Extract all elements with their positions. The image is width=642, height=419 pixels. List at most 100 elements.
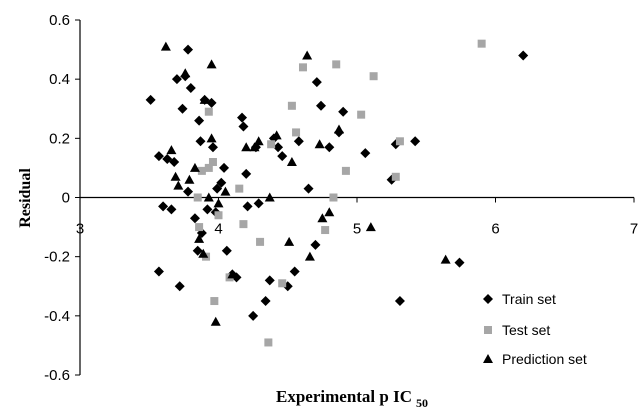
data-point-prediction <box>241 142 252 152</box>
data-point-train <box>153 151 164 162</box>
legend-item-test: Test set <box>484 322 550 338</box>
legend-label-test: Test set <box>502 322 550 338</box>
data-point-prediction <box>203 192 214 202</box>
data-point-prediction <box>180 68 191 78</box>
data-point-train <box>212 183 223 194</box>
data-point-train <box>315 100 326 111</box>
data-point-test <box>193 193 202 202</box>
data-point-train <box>241 168 252 179</box>
data-point-test <box>235 184 244 193</box>
data-point-train <box>237 112 248 123</box>
data-point-test <box>214 211 223 220</box>
data-point-test <box>267 140 276 149</box>
data-point-prediction <box>220 186 231 196</box>
data-point-prediction <box>198 248 209 258</box>
legend-item-train: Train set <box>483 291 556 307</box>
data-point-prediction <box>170 171 181 181</box>
data-point-train <box>289 266 300 277</box>
data-point-test <box>256 237 265 246</box>
data-point-test <box>292 128 301 137</box>
data-point-prediction <box>440 254 451 264</box>
x-tick-label: 5 <box>353 221 361 238</box>
data-point-prediction <box>284 236 295 246</box>
data-point-prediction <box>286 157 297 166</box>
data-point-prediction <box>210 316 221 326</box>
y-tick-label: -0.2 <box>44 249 70 266</box>
data-point-train <box>277 151 288 162</box>
data-point-train <box>324 142 335 153</box>
data-point-train <box>171 74 182 85</box>
data-point-train <box>195 136 206 147</box>
data-point-prediction <box>213 198 224 208</box>
data-point-test <box>391 172 400 181</box>
data-point-train <box>166 204 177 215</box>
data-point-test <box>369 72 378 81</box>
data-points <box>145 39 529 347</box>
data-point-train <box>174 281 185 292</box>
data-point-train <box>310 239 321 250</box>
data-point-train <box>394 296 405 307</box>
data-point-test <box>208 158 217 166</box>
data-point-train <box>158 201 169 212</box>
data-point-test <box>264 338 273 347</box>
data-point-test <box>341 166 350 175</box>
axes <box>75 19 635 376</box>
x-tick-label: 4 <box>214 221 222 238</box>
data-point-prediction <box>166 145 177 155</box>
data-point-train <box>219 162 230 173</box>
data-point-test <box>332 60 341 69</box>
data-point-train <box>454 257 465 268</box>
x-axis-title: Experimental p IC 50 <box>276 387 428 410</box>
data-point-train <box>206 97 217 108</box>
data-point-prediction <box>264 192 275 202</box>
data-point-train <box>202 204 213 215</box>
data-point-train <box>242 201 253 212</box>
data-point-test <box>210 297 219 306</box>
data-point-train <box>338 106 349 117</box>
data-point-train <box>169 157 180 167</box>
x-axis-title-main: Experimental p IC <box>276 387 412 406</box>
data-point-train <box>303 183 314 194</box>
data-point-prediction <box>365 222 376 232</box>
x-axis-title-subscript: 50 <box>416 396 428 410</box>
data-point-prediction <box>253 136 264 146</box>
data-point-train <box>253 198 264 209</box>
data-point-test <box>329 193 338 202</box>
data-point-test <box>204 163 213 172</box>
data-point-test <box>197 166 206 175</box>
data-point-prediction <box>302 50 313 60</box>
data-point-prediction <box>227 269 238 279</box>
data-point-prediction <box>324 207 335 217</box>
tick-labels: 0.6 0.4 0.2 0 -0.2 -0.4 -0.6 3 4 5 6 7 <box>44 12 638 384</box>
legend-marker-prediction <box>483 354 493 363</box>
data-point-prediction <box>194 233 205 243</box>
data-point-test <box>195 223 204 232</box>
data-point-test <box>357 110 366 119</box>
y-tick-label: 0.4 <box>49 71 70 88</box>
legend-marker-train <box>483 294 493 304</box>
data-point-train <box>153 266 164 277</box>
data-point-train <box>194 115 205 126</box>
y-tick-label: -0.6 <box>44 367 70 384</box>
data-point-prediction <box>206 59 217 69</box>
data-point-train <box>264 275 275 286</box>
data-point-train <box>177 103 188 114</box>
data-point-train <box>238 121 249 132</box>
data-point-test <box>321 226 330 235</box>
data-point-prediction <box>206 133 217 143</box>
data-point-test <box>395 137 404 146</box>
data-point-train <box>260 296 271 307</box>
data-point-prediction <box>189 162 200 172</box>
legend-marker-test <box>484 326 492 334</box>
data-point-prediction <box>304 251 315 261</box>
y-tick-label: -0.4 <box>44 308 70 325</box>
x-tick-label: 7 <box>630 221 638 238</box>
data-point-prediction <box>317 213 328 223</box>
data-point-train <box>273 142 284 153</box>
data-point-train <box>183 44 194 55</box>
data-point-prediction <box>173 180 184 190</box>
data-point-train <box>207 142 218 153</box>
legend-label-prediction: Prediction set <box>502 351 587 367</box>
